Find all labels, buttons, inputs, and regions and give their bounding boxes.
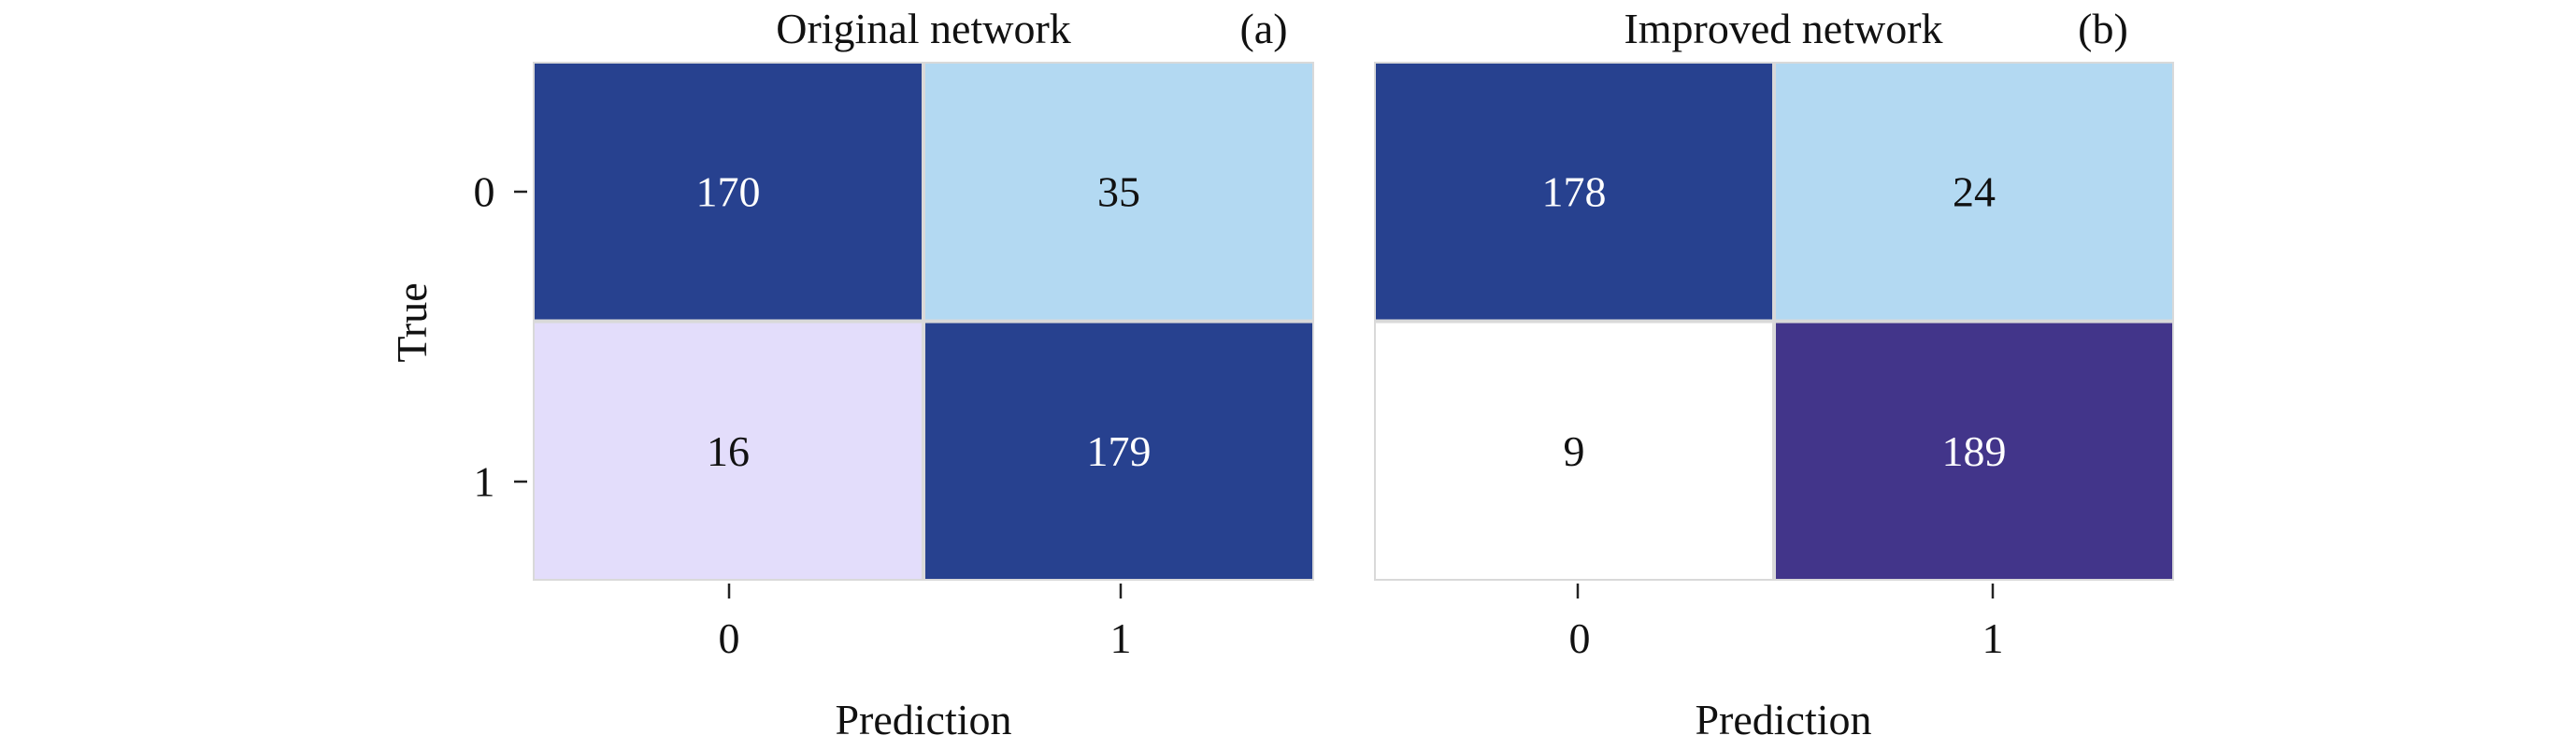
panel-b-x-tick-label-1: 1 (1982, 614, 2004, 662)
panel-b-cell-1-1 (1776, 323, 2172, 579)
panel-b-x-tick-label-0: 0 (1569, 614, 1591, 662)
panel-a-cell-0-1 (925, 64, 1312, 320)
panel-a-x-tick-label-0: 0 (719, 614, 740, 662)
panel-a-cell-1-1 (925, 323, 1312, 579)
panel-b-x-axis-label: Prediction (1695, 696, 1871, 743)
panel-a-cell-value-1-1: 179 (1087, 427, 1152, 475)
panel-a-cell-0-0 (535, 64, 922, 320)
panel-b-cells: 178 24 9 189 (1376, 64, 2172, 579)
panel-b-cell-1-0 (1376, 323, 1772, 579)
panel-a-cell-value-0-1: 35 (1097, 167, 1140, 215)
panel-b-title: Improved network (1624, 5, 1942, 52)
panel-b-cell-value-0-0: 178 (1542, 167, 1607, 215)
panel-a-y-tick-label-1: 1 (474, 458, 495, 506)
panel-a-cells: 170 35 16 179 (535, 64, 1312, 579)
panel-b-cell-value-0-1: 24 (1953, 167, 1996, 215)
panel-a-cell-1-0 (535, 323, 922, 579)
panel-a-cell-value-0-0: 170 (696, 167, 761, 215)
panel-a-title: Original network (776, 5, 1071, 52)
panel-b-cell-value-1-1: 189 (1942, 427, 2007, 475)
panel-b-cell-0-0 (1376, 64, 1772, 320)
panel-b-label: (b) (2078, 5, 2128, 52)
panel-b: 178 24 9 189 Improved network (b) 0 1 Predi… (1374, 5, 2174, 743)
panel-a-label: (a) (1239, 5, 1287, 52)
panel-b-cell-value-1-0: 9 (1564, 427, 1585, 475)
panel-a-y-axis-label: True (388, 282, 436, 362)
panel-b-cell-0-1 (1776, 64, 2172, 320)
panel-a-y-tick-label-0: 0 (474, 168, 495, 216)
panel-a-cell-value-1-0: 16 (707, 427, 750, 475)
panel-a-x-axis-label: Prediction (835, 696, 1011, 743)
panel-a-x-tick-label-1: 1 (1110, 614, 1132, 662)
